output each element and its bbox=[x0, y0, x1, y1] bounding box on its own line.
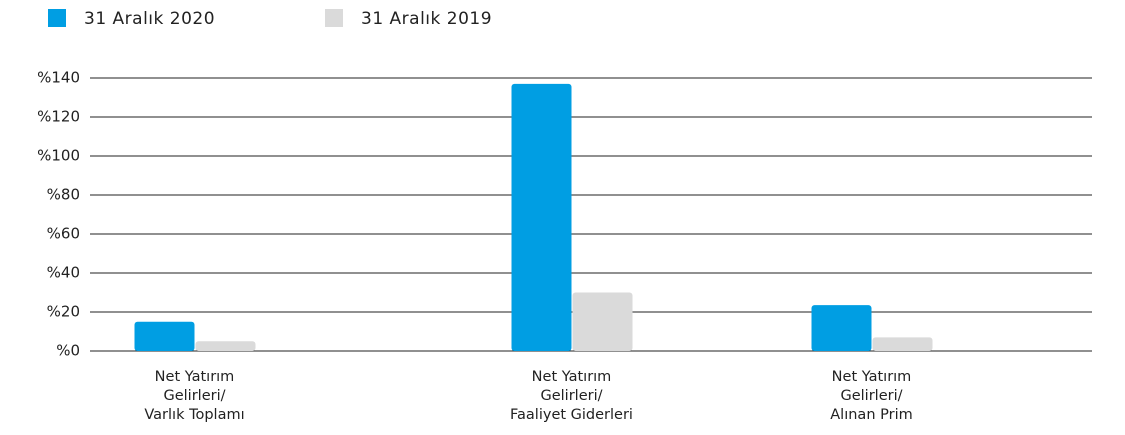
bar bbox=[134, 321, 195, 351]
x-tick-label-line: Varlık Toplamı bbox=[144, 407, 244, 423]
legend-swatch bbox=[48, 9, 66, 27]
x-tick-label-line: Faaliyet Giderleri bbox=[510, 407, 633, 423]
bar bbox=[572, 292, 633, 351]
legend-label: 31 Aralık 2020 bbox=[84, 9, 215, 29]
x-tick-label-line: Alınan Prim bbox=[830, 407, 912, 423]
y-tick-label: %60 bbox=[47, 225, 80, 243]
y-tick-label: %100 bbox=[37, 147, 80, 165]
y-tick-label: %140 bbox=[37, 69, 80, 87]
x-tick-label: Net Yatırım Gelirleri/Faaliyet Giderleri bbox=[510, 369, 633, 423]
y-tick-label: %40 bbox=[47, 264, 80, 282]
bar bbox=[511, 83, 572, 351]
x-tick-label-line: Net Yatırım bbox=[155, 369, 235, 385]
bar bbox=[811, 305, 872, 351]
bar bbox=[195, 341, 256, 351]
legend-swatch bbox=[325, 9, 343, 27]
x-tick-label-line: Net Yatırım bbox=[832, 369, 912, 385]
y-tick-label: %80 bbox=[47, 186, 80, 204]
x-tick-label-line: Gelirleri/ bbox=[540, 388, 602, 404]
x-tick-label: Net Yatırım Gelirleri/Alınan Prim bbox=[830, 369, 912, 423]
x-tick-label: Net Yatırım Gelirleri/Varlık Toplamı bbox=[144, 369, 244, 423]
y-tick-label: %120 bbox=[37, 108, 80, 126]
bar bbox=[872, 337, 933, 351]
x-tick-label-line: Net Yatırım bbox=[532, 369, 612, 385]
x-tick-label-line: Gelirleri/ bbox=[840, 388, 902, 404]
y-tick-label: %20 bbox=[47, 303, 80, 321]
legend-label: 31 Aralık 2019 bbox=[361, 9, 492, 29]
y-tick-label: %0 bbox=[56, 342, 80, 360]
x-tick-label-line: Gelirleri/ bbox=[163, 388, 225, 404]
